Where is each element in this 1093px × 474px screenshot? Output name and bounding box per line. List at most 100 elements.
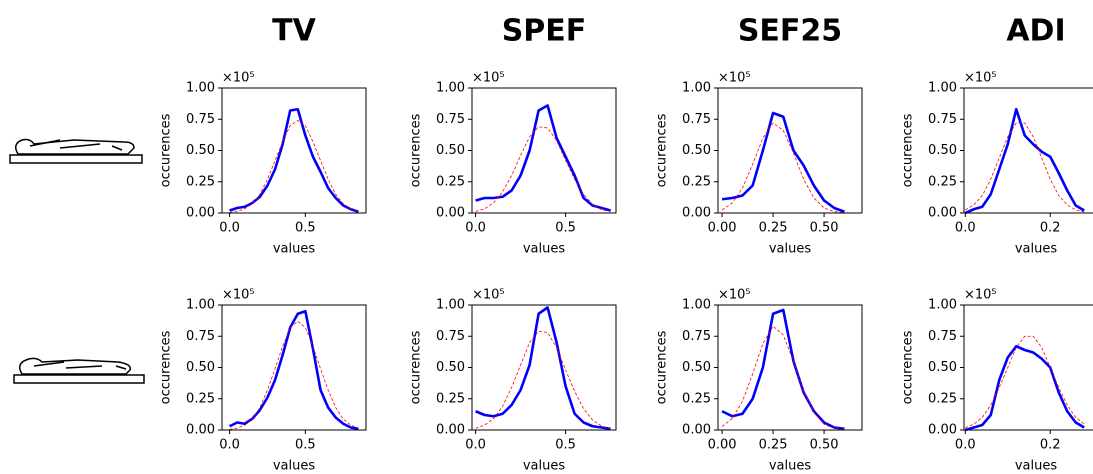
- subplot: 0.00 0.25 0.50 0.75 1.00 0.0 0.5 ×10⁵ values occu…: [159, 288, 367, 474]
- y-offset-label: ×10⁵: [472, 71, 505, 86]
- y-tick-label: 0.75: [436, 112, 465, 127]
- x-tick-label: 0.50: [810, 221, 839, 236]
- y-tick-label: 0.25: [186, 174, 215, 189]
- y-tick-label: 0.25: [928, 391, 957, 406]
- data-line: [721, 122, 845, 214]
- y-tick-label: 0.75: [928, 112, 957, 127]
- x-tick-label: 0.2: [1040, 438, 1061, 453]
- y-offset-label: ×10⁵: [472, 288, 505, 303]
- subplot: SEF25 0.00 0.25 0.50 0.75 1.00 0.00 0.25 0.50 ×10…: [655, 14, 863, 257]
- y-tick-label: 0.25: [928, 174, 957, 189]
- y-tick-label: 0.25: [186, 391, 215, 406]
- x-tick-label: 0.5: [295, 221, 316, 236]
- data-line: [964, 107, 1085, 215]
- axes-frame: [963, 87, 1093, 214]
- y-tick-label: 0.75: [928, 329, 957, 344]
- subplot: 0.00 0.25 0.50 0.75 1.00 0.0 0.2 ×10⁵ values occu…: [901, 288, 1093, 474]
- data-line: [721, 325, 845, 431]
- y-tick-label: 1.00: [928, 81, 957, 96]
- x-axis-label: values: [1015, 459, 1058, 474]
- axes-frame: [717, 304, 863, 431]
- x-tick-label: 0.0: [219, 221, 240, 236]
- y-axis-label: occurences: [409, 113, 424, 187]
- y-tick-label: 0.50: [436, 360, 465, 375]
- y-tick-label: 0.25: [682, 174, 711, 189]
- x-tick-label: 0.5: [555, 438, 576, 453]
- y-tick-label: 0.00: [928, 423, 957, 438]
- column-title: TV: [272, 14, 316, 49]
- y-tick-label: 0.50: [186, 360, 215, 375]
- y-tick-label: 0.00: [186, 206, 215, 221]
- subplot: SPEF 0.00 0.25 0.50 0.75 1.00 0.0 0.5 ×10⁵ values…: [409, 14, 617, 257]
- axes-frame: [963, 304, 1093, 431]
- axes-frame: [717, 87, 863, 214]
- y-axis-label: occurences: [901, 113, 916, 187]
- y-axis-label: occurences: [409, 330, 424, 404]
- x-tick-label: 0.2: [1040, 221, 1061, 236]
- y-tick-label: 0.50: [186, 143, 215, 158]
- y-tick-label: 0.75: [186, 329, 215, 344]
- y-tick-label: 0.50: [928, 143, 957, 158]
- data-line: [965, 122, 1085, 213]
- y-offset-label: ×10⁵: [222, 288, 255, 303]
- x-axis-label: values: [523, 242, 566, 257]
- y-tick-label: 1.00: [682, 298, 711, 313]
- x-tick-label: 0.0: [219, 438, 240, 453]
- y-tick-label: 0.25: [436, 391, 465, 406]
- data-line: [965, 335, 1085, 429]
- y-offset-label: ×10⁵: [718, 288, 751, 303]
- y-tick-label: 0.50: [682, 143, 711, 158]
- y-tick-label: 1.00: [186, 81, 215, 96]
- x-axis-label: values: [769, 242, 812, 257]
- y-tick-label: 0.00: [682, 423, 711, 438]
- column-title: SEF25: [738, 14, 842, 49]
- y-tick-label: 0.75: [682, 329, 711, 344]
- data-line: [229, 309, 359, 431]
- y-axis-label: occurences: [159, 330, 174, 404]
- x-tick-label: 0.25: [759, 438, 788, 453]
- column-title: ADI: [1006, 14, 1065, 49]
- y-tick-label: 1.00: [682, 81, 711, 96]
- x-tick-label: 0.0: [465, 438, 486, 453]
- y-tick-label: 0.50: [682, 360, 711, 375]
- axes-frame: [221, 304, 367, 431]
- column-title: SPEF: [502, 14, 587, 49]
- x-axis-label: values: [523, 459, 566, 474]
- subplot: 0.00 0.25 0.50 0.75 1.00 0.00 0.25 0.50 ×10⁵ valu…: [655, 288, 863, 474]
- y-tick-label: 0.75: [186, 112, 215, 127]
- x-tick-label: 0.5: [295, 438, 316, 453]
- x-tick-label: 0.00: [708, 438, 737, 453]
- axes-frame: [471, 304, 617, 431]
- y-axis-label: occurences: [655, 330, 670, 404]
- y-tick-label: 1.00: [436, 298, 465, 313]
- y-axis-label: occurences: [901, 330, 916, 404]
- y-tick-label: 0.50: [436, 143, 465, 158]
- patient-supine-icon: [9, 138, 143, 164]
- x-tick-label: 0.5: [555, 221, 576, 236]
- y-tick-label: 1.00: [436, 81, 465, 96]
- y-offset-label: ×10⁵: [718, 71, 751, 86]
- x-axis-label: values: [273, 242, 316, 257]
- y-tick-label: 0.00: [436, 206, 465, 221]
- x-tick-label: 0.25: [759, 221, 788, 236]
- y-offset-label: ×10⁵: [222, 71, 255, 86]
- x-tick-label: 0.0: [955, 438, 976, 453]
- x-tick-label: 0.0: [955, 221, 976, 236]
- y-tick-label: 0.75: [436, 329, 465, 344]
- data-line: [721, 308, 845, 431]
- y-tick-label: 0.75: [682, 112, 711, 127]
- y-tick-label: 1.00: [928, 298, 957, 313]
- y-tick-label: 0.00: [928, 206, 957, 221]
- x-axis-label: values: [1015, 242, 1058, 257]
- y-tick-label: 0.00: [682, 206, 711, 221]
- y-axis-label: occurences: [159, 113, 174, 187]
- x-tick-label: 0.50: [810, 438, 839, 453]
- y-offset-label: ×10⁵: [964, 71, 997, 86]
- data-line: [721, 111, 845, 213]
- data-line: [229, 120, 359, 213]
- y-tick-label: 0.00: [436, 423, 465, 438]
- y-tick-label: 0.50: [928, 360, 957, 375]
- x-tick-label: 0.00: [708, 221, 737, 236]
- y-offset-label: ×10⁵: [964, 288, 997, 303]
- data-line: [475, 330, 611, 430]
